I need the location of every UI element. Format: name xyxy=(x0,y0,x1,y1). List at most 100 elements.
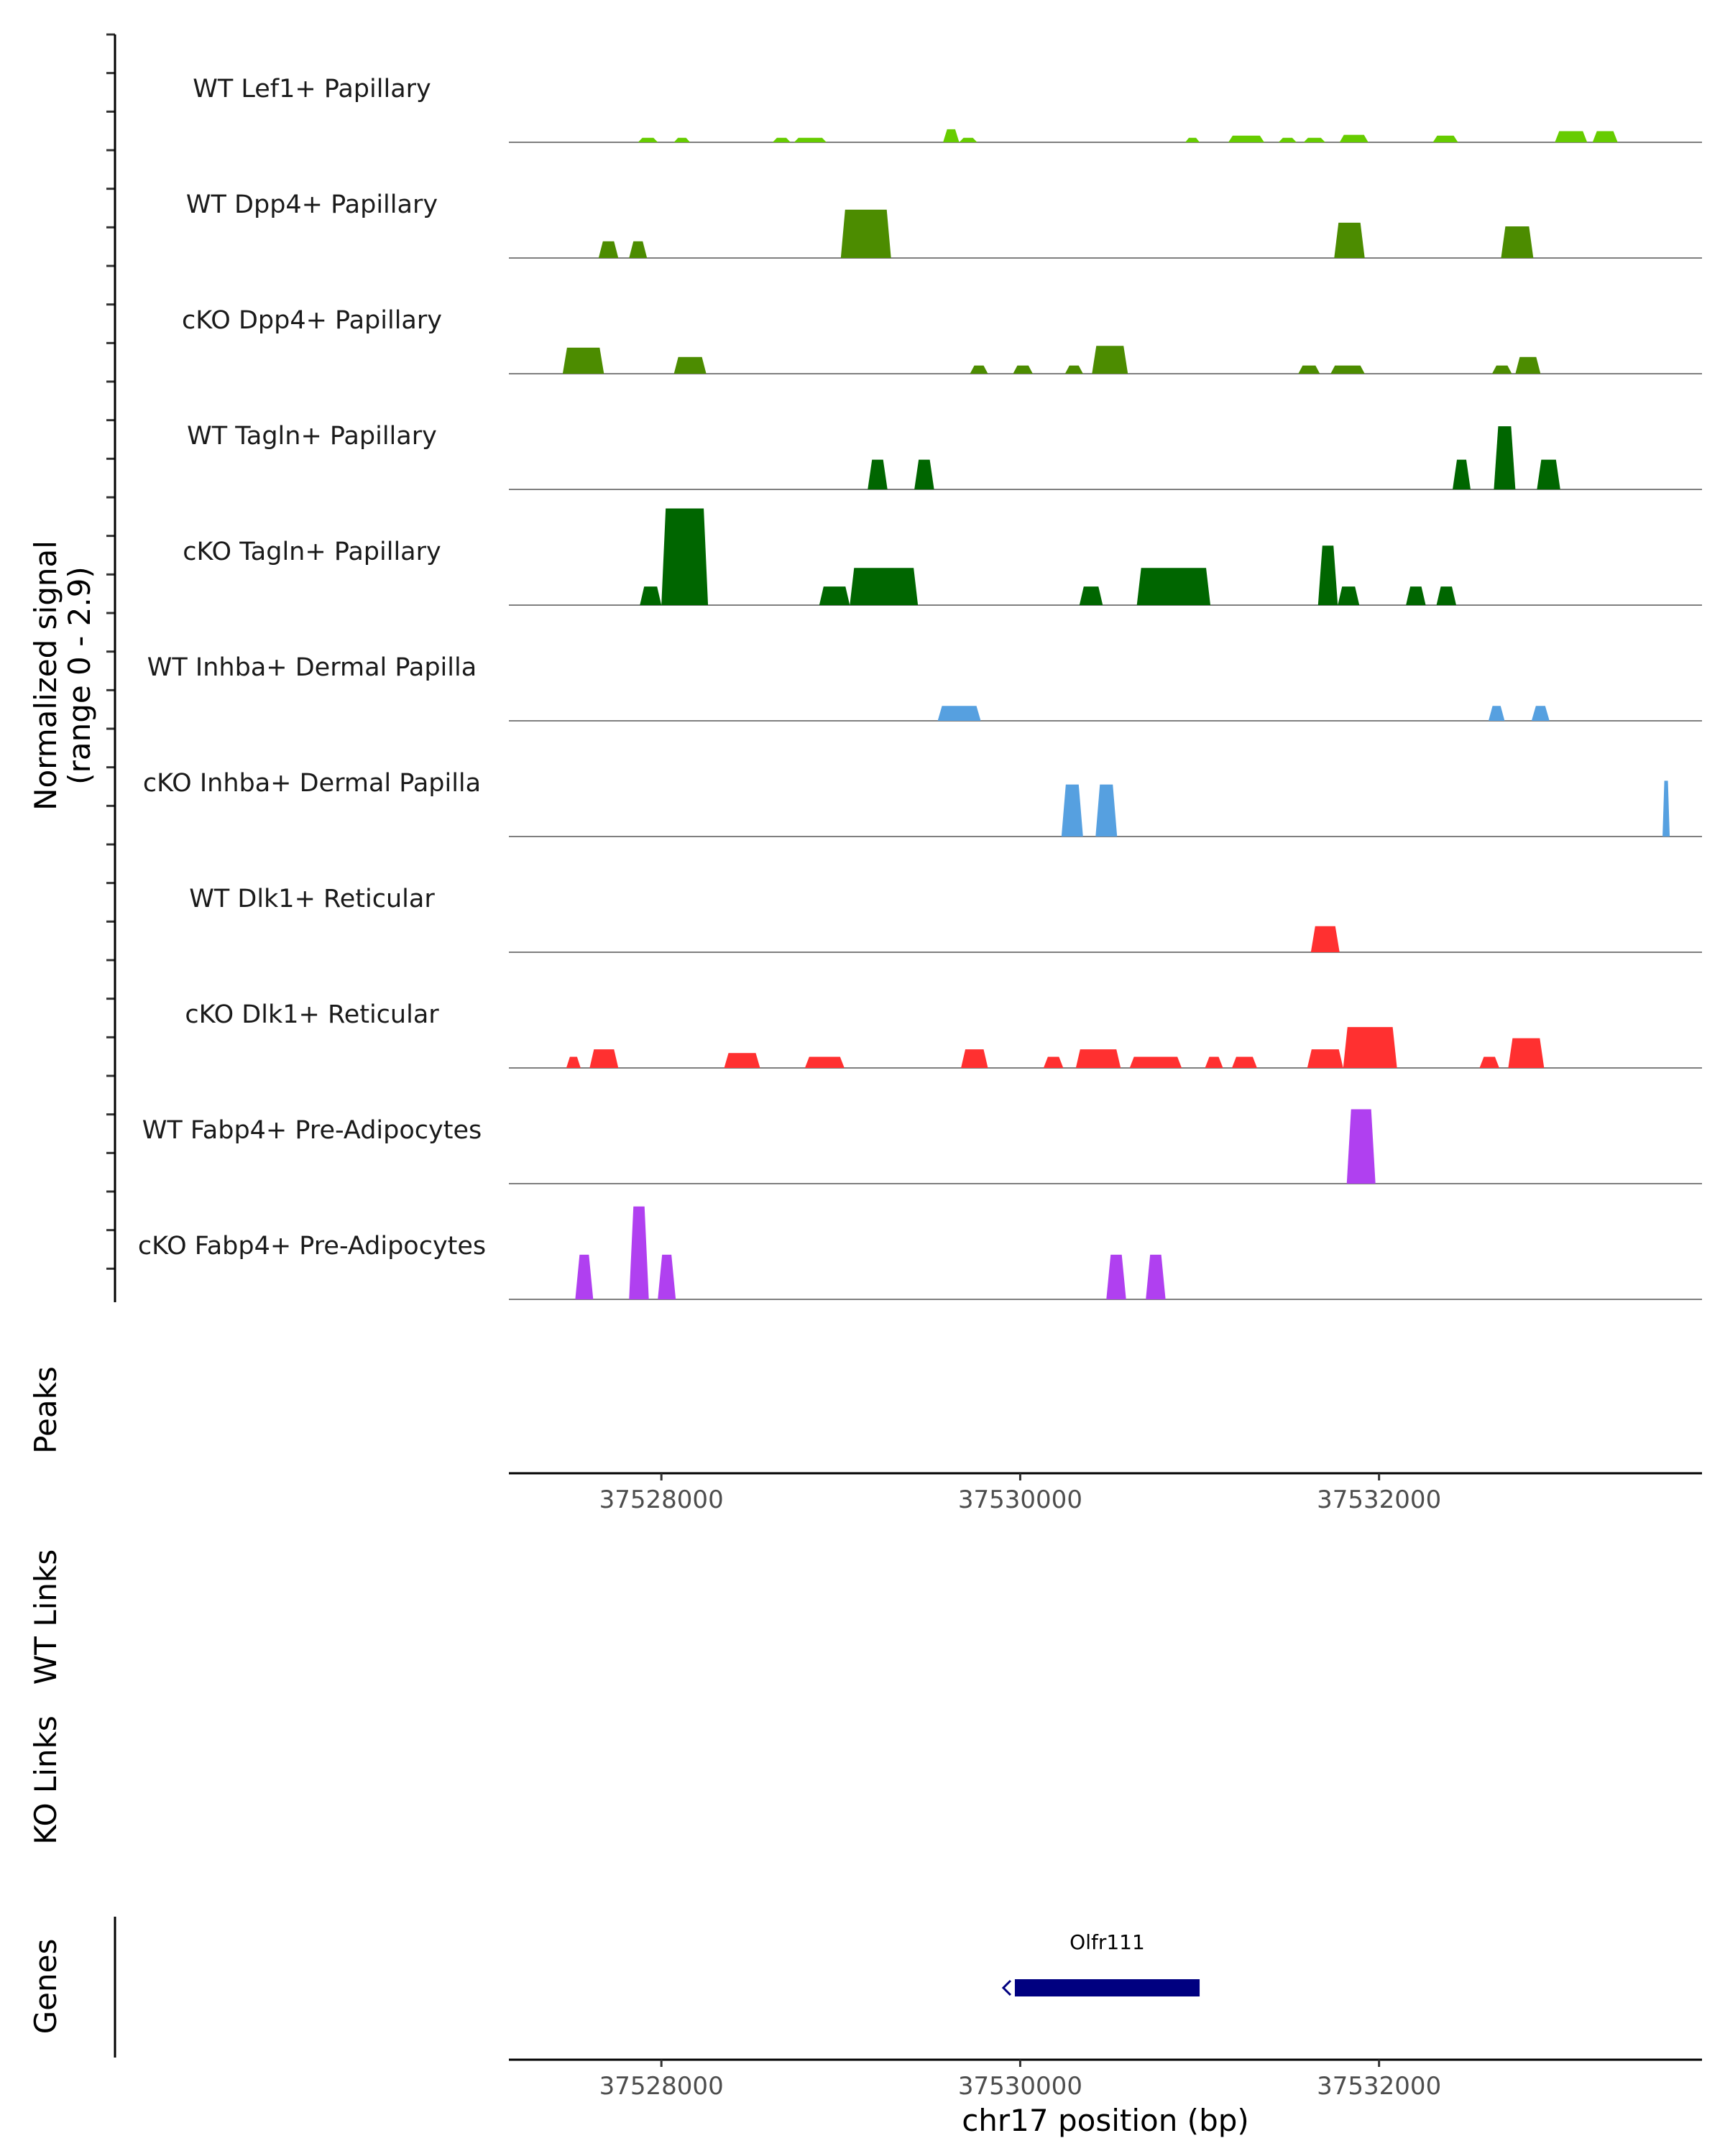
signal-peak xyxy=(1228,135,1264,142)
x-axis-lower-ticks: 37528000 37530000 37532000 xyxy=(599,2060,1441,2101)
gene: Olfr111 xyxy=(1001,1930,1200,1996)
signal-peak xyxy=(961,1049,988,1068)
track: cKO Dlk1+ Reticular xyxy=(185,1000,1702,1069)
signal-peak xyxy=(1307,1049,1343,1068)
track: WT Dlk1+ Reticular xyxy=(189,885,1702,953)
track: cKO Dpp4+ Papillary xyxy=(182,306,1702,374)
signal-peak xyxy=(589,1049,619,1068)
signal-peak xyxy=(1079,586,1103,605)
signal-peak xyxy=(959,137,978,142)
gene-annotations: Olfr111 xyxy=(1001,1930,1200,1996)
signal-peak xyxy=(868,459,888,489)
track: cKO Fabp4+ Pre-Adipocytes xyxy=(138,1206,1702,1300)
y-axis-ticks xyxy=(106,33,115,1270)
signal-peak xyxy=(566,1056,581,1068)
signal-peak xyxy=(804,1056,845,1068)
signal-peak xyxy=(1531,706,1550,721)
x-tick-label: 37530000 xyxy=(958,1485,1082,1514)
signal-peak xyxy=(1338,586,1360,605)
signal-peak xyxy=(1491,365,1512,374)
x-axis-upper-ticks: 37528000 37530000 37532000 xyxy=(599,1473,1441,1514)
signal-peak xyxy=(1592,131,1618,142)
track: WT Tagln+ Papillary xyxy=(187,422,1702,490)
signal-peak xyxy=(1129,1056,1182,1068)
signal-peak xyxy=(1310,926,1340,952)
signal-peak xyxy=(661,508,709,605)
signal-peak xyxy=(1406,586,1426,605)
signal-peak xyxy=(1515,356,1541,374)
signal-peak xyxy=(819,586,850,605)
track-label: cKO Inhba+ Dermal Papilla xyxy=(143,769,481,798)
signal-peak xyxy=(629,241,648,258)
signal-peak xyxy=(1136,568,1211,605)
signal-peak xyxy=(1231,1056,1257,1068)
signal-peak xyxy=(1537,459,1560,489)
signal-peak xyxy=(1436,586,1457,605)
signal-peak xyxy=(1501,226,1534,258)
signal-peak xyxy=(673,137,691,142)
signal-peak xyxy=(1479,1056,1499,1068)
gene-body xyxy=(1014,1979,1200,1996)
signal-peak xyxy=(943,129,960,142)
track: WT Inhba+ Dermal Papilla xyxy=(147,653,1702,722)
track-label: WT Fabp4+ Pre-Adipocytes xyxy=(142,1116,482,1145)
signal-peak xyxy=(598,241,619,258)
track-label: cKO Fabp4+ Pre-Adipocytes xyxy=(138,1232,486,1261)
signal-peak xyxy=(1146,1254,1166,1299)
x-axis-title: chr17 position (bp) xyxy=(962,2103,1249,2138)
signal-peak xyxy=(1043,1056,1064,1068)
signal-peak xyxy=(1075,1049,1121,1068)
signal-peak xyxy=(1343,1027,1397,1068)
track-label: cKO Tagln+ Papillary xyxy=(183,538,441,566)
signal-peak xyxy=(640,586,662,605)
track: WT Lef1+ Papillary xyxy=(193,75,1702,143)
signal-peak xyxy=(1555,131,1588,142)
signal-peak xyxy=(562,347,604,374)
track-label: WT Dlk1+ Reticular xyxy=(189,885,435,913)
signal-peak xyxy=(1061,784,1083,837)
signal-peak xyxy=(575,1254,594,1299)
signal-peak xyxy=(1106,1254,1126,1299)
signal-peak xyxy=(1346,1109,1376,1184)
signal-tracks: WT Lef1+ Papillary WT Dpp4+ Papillary cKO … xyxy=(138,75,1702,1300)
track: cKO Tagln+ Papillary xyxy=(183,508,1702,606)
y-axis-range: (range 0 - 2.9) xyxy=(62,566,97,785)
signal-peak xyxy=(673,356,707,374)
signal-peak xyxy=(772,137,791,142)
y-axis-title: Normalized signal xyxy=(28,540,63,811)
track-label: WT Dpp4+ Papillary xyxy=(186,190,438,219)
signal-peak xyxy=(1494,426,1516,489)
signal-peak xyxy=(1339,134,1368,142)
signal-peak xyxy=(1453,459,1471,489)
signal-peak xyxy=(1334,222,1365,258)
signal-peak xyxy=(1013,365,1033,374)
track-label: WT Inhba+ Dermal Papilla xyxy=(147,653,477,682)
signal-peak xyxy=(724,1053,760,1068)
signal-peak xyxy=(638,137,658,142)
x-tick-label: 37528000 xyxy=(599,2072,724,2101)
signal-peak xyxy=(1278,137,1297,142)
signal-peak xyxy=(1330,365,1365,374)
track: WT Fabp4+ Pre-Adipocytes xyxy=(142,1109,1702,1184)
ko-links-track-title: KO Links xyxy=(28,1715,63,1845)
signal-peak xyxy=(1662,780,1670,837)
signal-peak xyxy=(629,1206,649,1299)
genes-track-title: Genes xyxy=(28,1939,63,2035)
signal-peak xyxy=(1317,545,1338,605)
gene-strand-arrow xyxy=(1001,1979,1012,1996)
signal-peak xyxy=(1185,137,1200,142)
x-tick-label: 37532000 xyxy=(1317,1485,1441,1514)
signal-peak xyxy=(850,568,919,605)
signal-peak xyxy=(1092,346,1128,374)
signal-peak xyxy=(1432,135,1458,142)
track-label: cKO Dpp4+ Papillary xyxy=(182,306,442,335)
x-tick-label: 37528000 xyxy=(599,1485,724,1514)
track: WT Dpp4+ Papillary xyxy=(186,190,1702,259)
signal-peak xyxy=(794,137,827,142)
track-label: WT Lef1+ Papillary xyxy=(193,75,431,103)
gene-label: Olfr111 xyxy=(1070,1930,1145,1954)
signal-peak xyxy=(1508,1038,1545,1068)
signal-peak xyxy=(1303,137,1325,142)
signal-peak xyxy=(937,706,981,721)
